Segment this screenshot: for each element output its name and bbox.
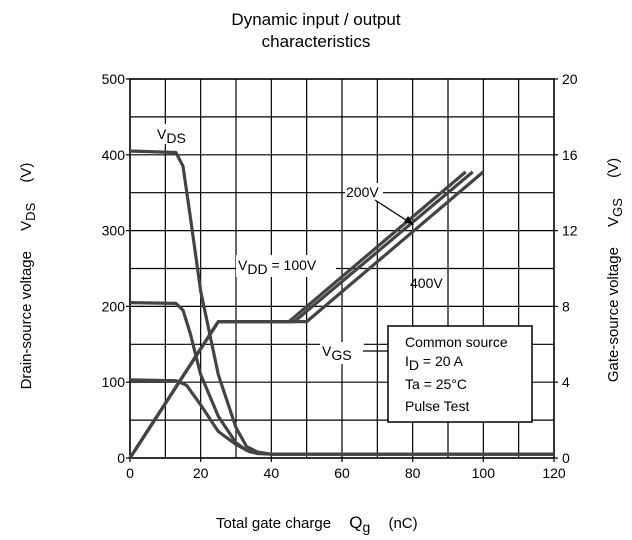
x-axis-title: Total gate charge Qg (nC) xyxy=(216,513,418,535)
vgs-label: VGS xyxy=(322,343,352,363)
y-right-axis-title-text: Gate-source voltage xyxy=(605,247,622,383)
y-left-tick-label: 0 xyxy=(117,450,125,466)
x-tick-label: 80 xyxy=(405,465,421,481)
x-axis-symbol-sub: g xyxy=(362,519,371,535)
vds-label-bg xyxy=(156,124,190,144)
y-right-axis-symbol: V xyxy=(605,216,622,227)
v200-label-bg xyxy=(345,183,383,201)
x-tick-label: 60 xyxy=(334,465,350,481)
v400-label: 400V xyxy=(410,275,443,291)
y-left-axis-symbol: V xyxy=(18,220,35,231)
x-tick-label: 120 xyxy=(542,465,566,481)
y-left-tick-label: 200 xyxy=(102,298,126,314)
y-right-tick-label: 12 xyxy=(562,223,578,239)
vdd100-label-bg xyxy=(236,255,336,277)
y-left-tick-label: 500 xyxy=(102,71,126,87)
y-right-tick-label: 4 xyxy=(562,374,570,390)
x-axis-symbol: Q xyxy=(349,513,363,532)
y-left-axis-unit: (V) xyxy=(18,162,35,183)
v200-leader-arrowhead xyxy=(404,216,414,225)
x-axis-unit: (nC) xyxy=(388,515,418,532)
y-left-axis-symbol-sub: DS xyxy=(23,202,38,221)
y-right-tick-label: 0 xyxy=(562,450,570,466)
chart-title-line-1: Dynamic input / output xyxy=(231,10,401,29)
x-tick-label: 0 xyxy=(126,465,134,481)
v200-label: 200V xyxy=(346,184,379,200)
y-right-tick-label: 16 xyxy=(562,147,578,163)
x-tick-label: 40 xyxy=(264,465,280,481)
info-box xyxy=(387,325,533,423)
y-left-axis-title: Drain-source voltage VDS (V) xyxy=(18,163,38,390)
y-right-axis-symbol-sub: GS xyxy=(610,198,625,217)
y-right-axis-unit: (V) xyxy=(605,157,622,178)
y-left-tick-label: 100 xyxy=(102,374,126,390)
info-box-line-ta: Ta = 25°C xyxy=(405,376,467,392)
info-box-line-id: ID = 20 A xyxy=(405,353,464,373)
x-axis-title-text: Total gate charge xyxy=(216,515,332,532)
info-box-line-common-source: Common source xyxy=(405,334,508,350)
y-left-tick-label: 300 xyxy=(102,223,126,239)
x-tick-label: 100 xyxy=(472,465,496,481)
y-right-tick-label: 8 xyxy=(562,298,570,314)
x-tick-label: 20 xyxy=(193,465,209,481)
chart-title-line-2: characteristics xyxy=(261,32,371,51)
vdd100-label: VDD = 100V xyxy=(238,257,317,277)
y-right-tick-label: 20 xyxy=(562,71,578,87)
y-left-axis-title-text: Drain-source voltage xyxy=(18,251,35,390)
series-line-vgs-400v xyxy=(128,170,485,459)
info-box-line-pulse-test: Pulse Test xyxy=(405,398,469,414)
y-right-axis-title: Gate-source voltage VGS (V) xyxy=(605,158,625,382)
vgs-label-bg xyxy=(320,342,364,364)
y-left-tick-label: 400 xyxy=(102,147,126,163)
vds-label: VDS xyxy=(157,126,186,146)
